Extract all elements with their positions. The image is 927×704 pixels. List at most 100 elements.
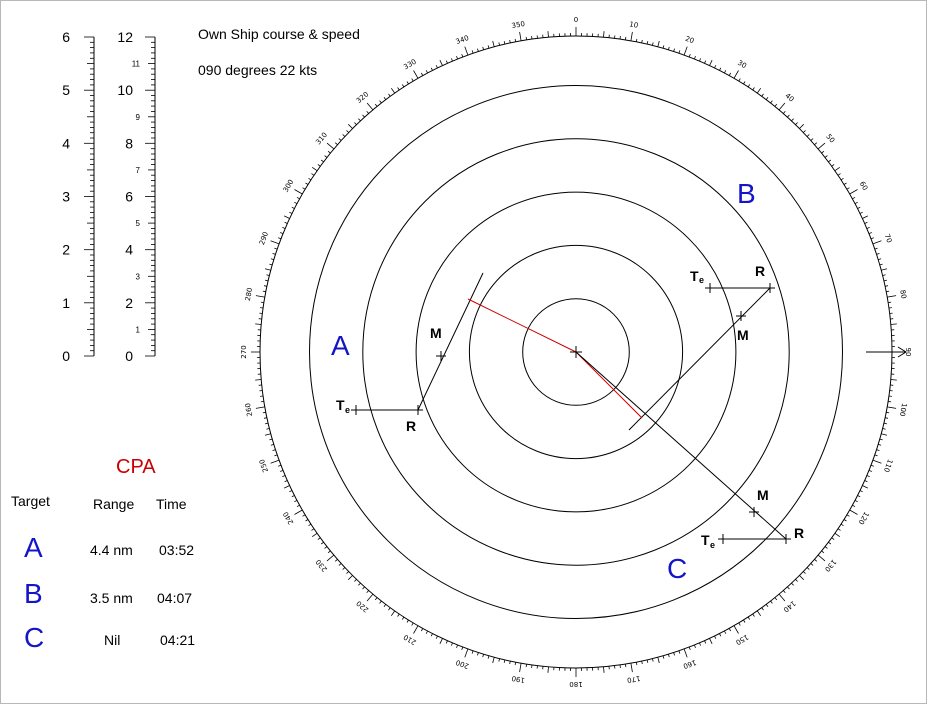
bearing-label: 330 [402, 58, 418, 72]
bearing-tick [547, 666, 549, 673]
bearing-tick [668, 46, 670, 50]
target-c-te-mark [718, 534, 728, 544]
bearing-label: 160 [682, 658, 697, 670]
bearing-tick [430, 633, 433, 637]
bearing-tick [887, 295, 897, 298]
bearing-tick [294, 509, 303, 515]
range-ring [468, 244, 684, 460]
bearing-tick [327, 150, 331, 154]
bearing-tick [383, 604, 387, 608]
target-b-m-label: M [737, 327, 749, 343]
target-b-te-sub: e [699, 275, 704, 285]
target-a-te-mark [351, 405, 361, 415]
target-c-plot: T e R M C [575, 351, 804, 584]
bearing-tick [430, 67, 433, 71]
target-a-plot: T e R M A [331, 272, 577, 434]
bearing-tick [733, 70, 739, 79]
bearing-tick [255, 295, 265, 298]
bearing-tick [326, 142, 335, 150]
bearing-tick [817, 142, 826, 150]
bearing-tick [774, 597, 778, 601]
bearing-label: 310 [314, 131, 329, 146]
left-scale-label: 6 [62, 29, 70, 45]
bearing-tick [846, 514, 850, 517]
bearing-tick [320, 159, 324, 163]
bearing-tick [439, 638, 443, 644]
bearing-tick [879, 438, 883, 441]
bearing-tick [782, 590, 786, 594]
bearing-tick [280, 232, 284, 234]
bearing-tick [724, 70, 727, 74]
bearing-tick [630, 31, 633, 41]
bearing-label: 230 [314, 558, 329, 573]
bearing-tick [482, 46, 484, 50]
bearing-tick [519, 663, 522, 673]
bearing-tick [255, 379, 262, 381]
bearing-tick [547, 31, 549, 38]
bearing-tick [374, 103, 378, 107]
bearing-tick [662, 45, 665, 49]
bearing-tick [733, 625, 739, 634]
bearing-tick [828, 541, 832, 545]
bearing-tick [878, 444, 882, 446]
bearing-tick [296, 504, 300, 508]
target-c-letter: C [667, 553, 687, 584]
bearing-tick [817, 554, 826, 562]
bearing-tick [282, 227, 286, 229]
bearing-tick [264, 433, 271, 436]
bearing-tick [872, 459, 882, 464]
bearing-label: 60 [858, 180, 869, 192]
target-b-plot: T e R M B [575, 178, 775, 431]
bearing-tick [886, 290, 890, 293]
bearing-tick [411, 622, 414, 626]
bearing-label: 210 [402, 633, 418, 647]
right-scale-label: 2 [125, 295, 133, 311]
bearing-tick [709, 60, 713, 66]
right-scale-minor-label: 3 [136, 272, 141, 281]
bearing-label: 0 [574, 16, 578, 24]
bearing-tick [694, 56, 696, 60]
bearing-tick [390, 610, 396, 617]
target-a-te-sub: e [345, 405, 350, 415]
bearing-tick [320, 541, 324, 545]
bearing-tick [868, 232, 872, 234]
bearing-label: 180 [569, 680, 582, 688]
left-scale-label: 1 [62, 295, 70, 311]
bearing-tick [756, 87, 762, 94]
bearing-tick [857, 206, 861, 209]
bearing-tick [270, 258, 274, 260]
right-scale-minor-label: 1 [136, 325, 141, 334]
bearing-tick [635, 38, 638, 42]
bearing-tick [302, 187, 306, 190]
bearing-tick [668, 654, 670, 658]
bearing-tick [603, 31, 605, 38]
left-scale-label: 0 [62, 348, 70, 364]
cpa-row-a-time: 03:52 [159, 542, 195, 558]
right-scale-minor-label: 7 [136, 166, 141, 175]
bearing-label: 280 [244, 287, 254, 302]
right-scale-minor-label: 5 [136, 219, 141, 228]
bearing-label: 170 [626, 674, 641, 684]
bearing-tick [334, 558, 338, 562]
target-c-te-sub: e [710, 540, 715, 550]
bearing-tick [456, 644, 458, 648]
bearing-tick [348, 124, 353, 129]
target-c-m-label: M [757, 487, 769, 503]
bearing-tick [284, 215, 290, 219]
bearing-tick [464, 648, 469, 658]
bearing-tick [678, 650, 681, 654]
own-ship-title: Own Ship course & speed [198, 26, 360, 42]
target-a-relative-motion-line [417, 272, 484, 411]
bearing-label: 40 [783, 92, 795, 104]
bearing-tick [294, 500, 298, 503]
right-scale-label: 4 [125, 242, 133, 258]
range-ring [522, 298, 630, 406]
bearing-tick [881, 433, 888, 436]
bearing-tick [728, 628, 732, 632]
cpa-row-b-range: 3.5 nm [90, 590, 133, 606]
bearing-label: 80 [898, 289, 907, 299]
left-scale-label: 2 [62, 242, 70, 258]
bearing-tick [264, 268, 271, 271]
bearing-tick [719, 633, 722, 637]
bearing-tick [814, 558, 818, 562]
